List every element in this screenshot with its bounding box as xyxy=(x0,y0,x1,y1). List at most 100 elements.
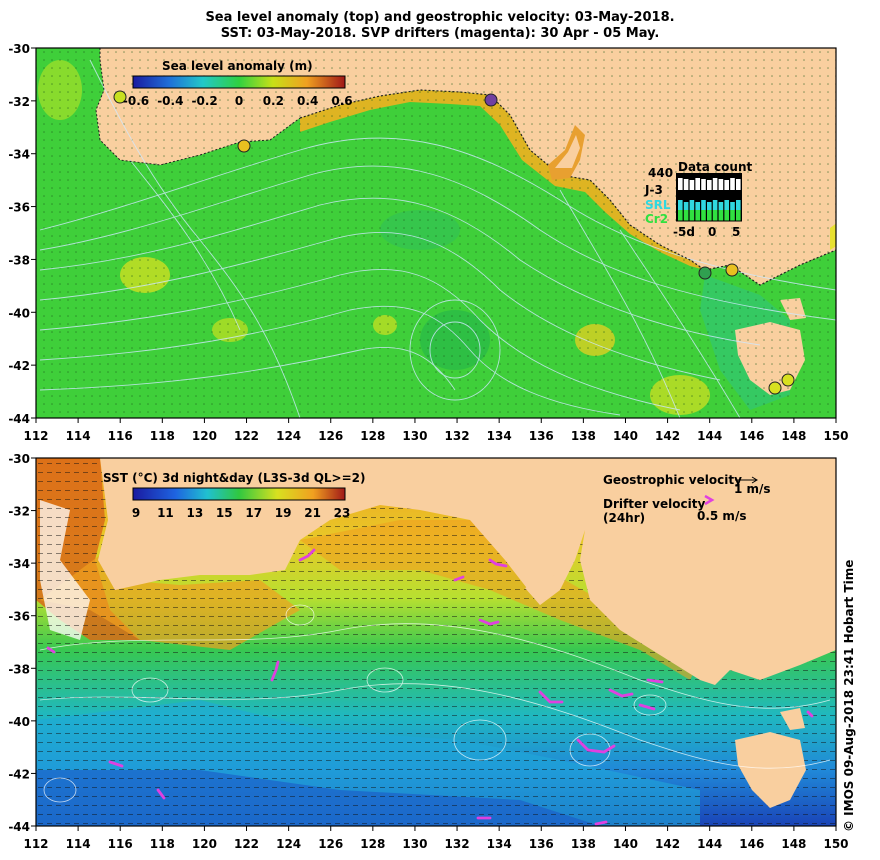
colorbar-tick-label: 11 xyxy=(157,506,174,520)
colorbar-tick-label: 0.6 xyxy=(331,94,352,108)
lon-tick-label: 148 xyxy=(781,429,806,443)
lon-tick-label: 114 xyxy=(66,429,91,443)
tide-gauge-markers xyxy=(113,90,795,395)
count-bar-cr2 xyxy=(724,210,729,221)
count-bar-j3 xyxy=(730,178,735,190)
lat-tick-label: -32 xyxy=(8,505,30,519)
lat-tick-label: -36 xyxy=(8,201,30,215)
lon-tick-label: 130 xyxy=(402,429,427,443)
lon-tick-label: 150 xyxy=(823,837,848,851)
colorbar-tick-label: -0.6 xyxy=(123,94,149,108)
count-bar-j3 xyxy=(718,179,724,190)
lon-tick-label: 124 xyxy=(276,837,301,851)
geo-velocity-scale: 1 m/s xyxy=(734,482,771,496)
count-bar-srl xyxy=(718,202,724,210)
mission-j3: J-3 xyxy=(644,183,663,197)
imos-credit: © IMOS 09-Aug-2018 23:41 Hobart Time xyxy=(842,560,856,832)
count-bar-j3 xyxy=(678,178,683,190)
lat-tick-label: -44 xyxy=(8,412,30,426)
colorbar-tick-label: 0.2 xyxy=(263,94,284,108)
lon-tick-label: 124 xyxy=(276,429,301,443)
lat-tick-label: -38 xyxy=(8,253,30,267)
sla-colorbar-title: Sea level anomaly (m) xyxy=(162,59,313,73)
lat-axis-top: -30 -32 -34 -36 -38 -40 -42 -44 xyxy=(8,42,36,426)
sla-colorbar-ticks: -0.6 -0.4 -0.2 0 0.2 0.4 0.6 xyxy=(123,94,353,108)
count-bar-srl xyxy=(712,200,718,210)
sst-colorbar-title: SST (°C) 3d night&day (L3S-3d QL>=2) xyxy=(103,471,366,485)
lon-tick-label: 138 xyxy=(571,429,596,443)
colorbar-tick-label: 13 xyxy=(187,506,204,520)
count-bar-srl xyxy=(736,200,741,210)
lon-tick-label: 144 xyxy=(697,429,722,443)
lon-tick-label: 122 xyxy=(234,429,259,443)
sst-colorbar xyxy=(132,487,346,501)
lon-tick-label: 136 xyxy=(529,429,554,443)
count-bar-srl xyxy=(689,200,695,210)
lon-tick-label: 116 xyxy=(108,429,133,443)
count-bar-cr2 xyxy=(707,210,712,221)
lon-tick-label: 142 xyxy=(655,429,680,443)
data-count-xtick-1: -5d xyxy=(673,225,695,239)
colorbar-tick-label: 19 xyxy=(275,506,292,520)
colorbar-tick-label: -0.2 xyxy=(192,94,218,108)
lat-tick-label: -42 xyxy=(8,359,30,373)
lat-tick-label: -40 xyxy=(8,715,30,729)
bottom-panel-frame xyxy=(35,457,837,827)
data-count-max: 440 xyxy=(648,166,673,180)
drifter-velocity-scale: 0.5 m/s xyxy=(697,509,746,523)
lat-tick-label: -42 xyxy=(8,767,30,781)
count-bar-j3 xyxy=(683,179,689,190)
top-panel-frame xyxy=(35,47,837,419)
count-bar-cr2 xyxy=(683,210,689,221)
count-bar-cr2 xyxy=(718,210,724,221)
lon-tick-label: 144 xyxy=(697,837,722,851)
lat-tick-label: -34 xyxy=(8,557,30,571)
count-bar-srl xyxy=(707,202,712,210)
count-bar-cr2 xyxy=(730,210,735,221)
data-count-inset xyxy=(676,173,742,222)
lon-tick-label: 120 xyxy=(192,837,217,851)
lon-tick-label: 128 xyxy=(360,429,385,443)
colorbar-tick-label: 21 xyxy=(304,506,321,520)
data-count-xtick-3: 5 xyxy=(732,225,740,239)
lon-axis-top: 112 114 116 118 120 122 124 126 128 130 132 134 136 1… xyxy=(23,418,849,443)
data-count-xtick-2: 0 xyxy=(708,225,716,239)
lon-tick-label: 118 xyxy=(150,837,175,851)
sst-contours xyxy=(39,604,831,803)
drifter-velocity-label: Drifter velocity xyxy=(603,497,705,511)
geo-velocity-label: Geostrophic velocity xyxy=(603,473,742,487)
lon-tick-label: 146 xyxy=(739,429,764,443)
velocity-legend xyxy=(704,476,758,506)
lon-tick-label: 140 xyxy=(613,837,638,851)
drifter-tracks xyxy=(46,548,814,826)
lon-tick-label: 118 xyxy=(150,429,175,443)
count-bar-j3 xyxy=(701,179,706,190)
lon-tick-label: 130 xyxy=(402,837,427,851)
lon-tick-label: 116 xyxy=(108,837,133,851)
lon-tick-label: 148 xyxy=(781,837,806,851)
count-bar-srl xyxy=(724,200,729,210)
count-bar-j3 xyxy=(712,178,718,190)
lat-tick-label: -44 xyxy=(8,820,30,834)
lon-tick-label: 136 xyxy=(529,837,554,851)
lon-tick-label: 132 xyxy=(445,429,470,443)
lat-tick-label: -40 xyxy=(8,306,30,320)
lon-tick-label: 128 xyxy=(360,837,385,851)
count-bar-j3 xyxy=(695,178,700,190)
lon-tick-label: 146 xyxy=(739,837,764,851)
count-bar-j3 xyxy=(736,179,741,190)
count-bar-j3 xyxy=(707,180,712,190)
count-bar-srl xyxy=(695,202,700,210)
lon-tick-label: 134 xyxy=(487,429,512,443)
lon-tick-label: 114 xyxy=(66,837,91,851)
mission-srl: SRL xyxy=(645,198,671,212)
count-bar-j3 xyxy=(724,180,729,190)
sla-contours xyxy=(39,59,836,418)
title-line-1: Sea level anomaly (top) and geostrophic … xyxy=(205,10,675,25)
sst-map xyxy=(36,458,836,826)
count-bar-srl xyxy=(683,202,689,210)
colorbar-tick-label: 9 xyxy=(132,506,140,520)
sst-colorbar-ticks: 9 11 13 15 17 19 21 23 xyxy=(132,506,351,520)
lon-tick-label: 140 xyxy=(613,429,638,443)
